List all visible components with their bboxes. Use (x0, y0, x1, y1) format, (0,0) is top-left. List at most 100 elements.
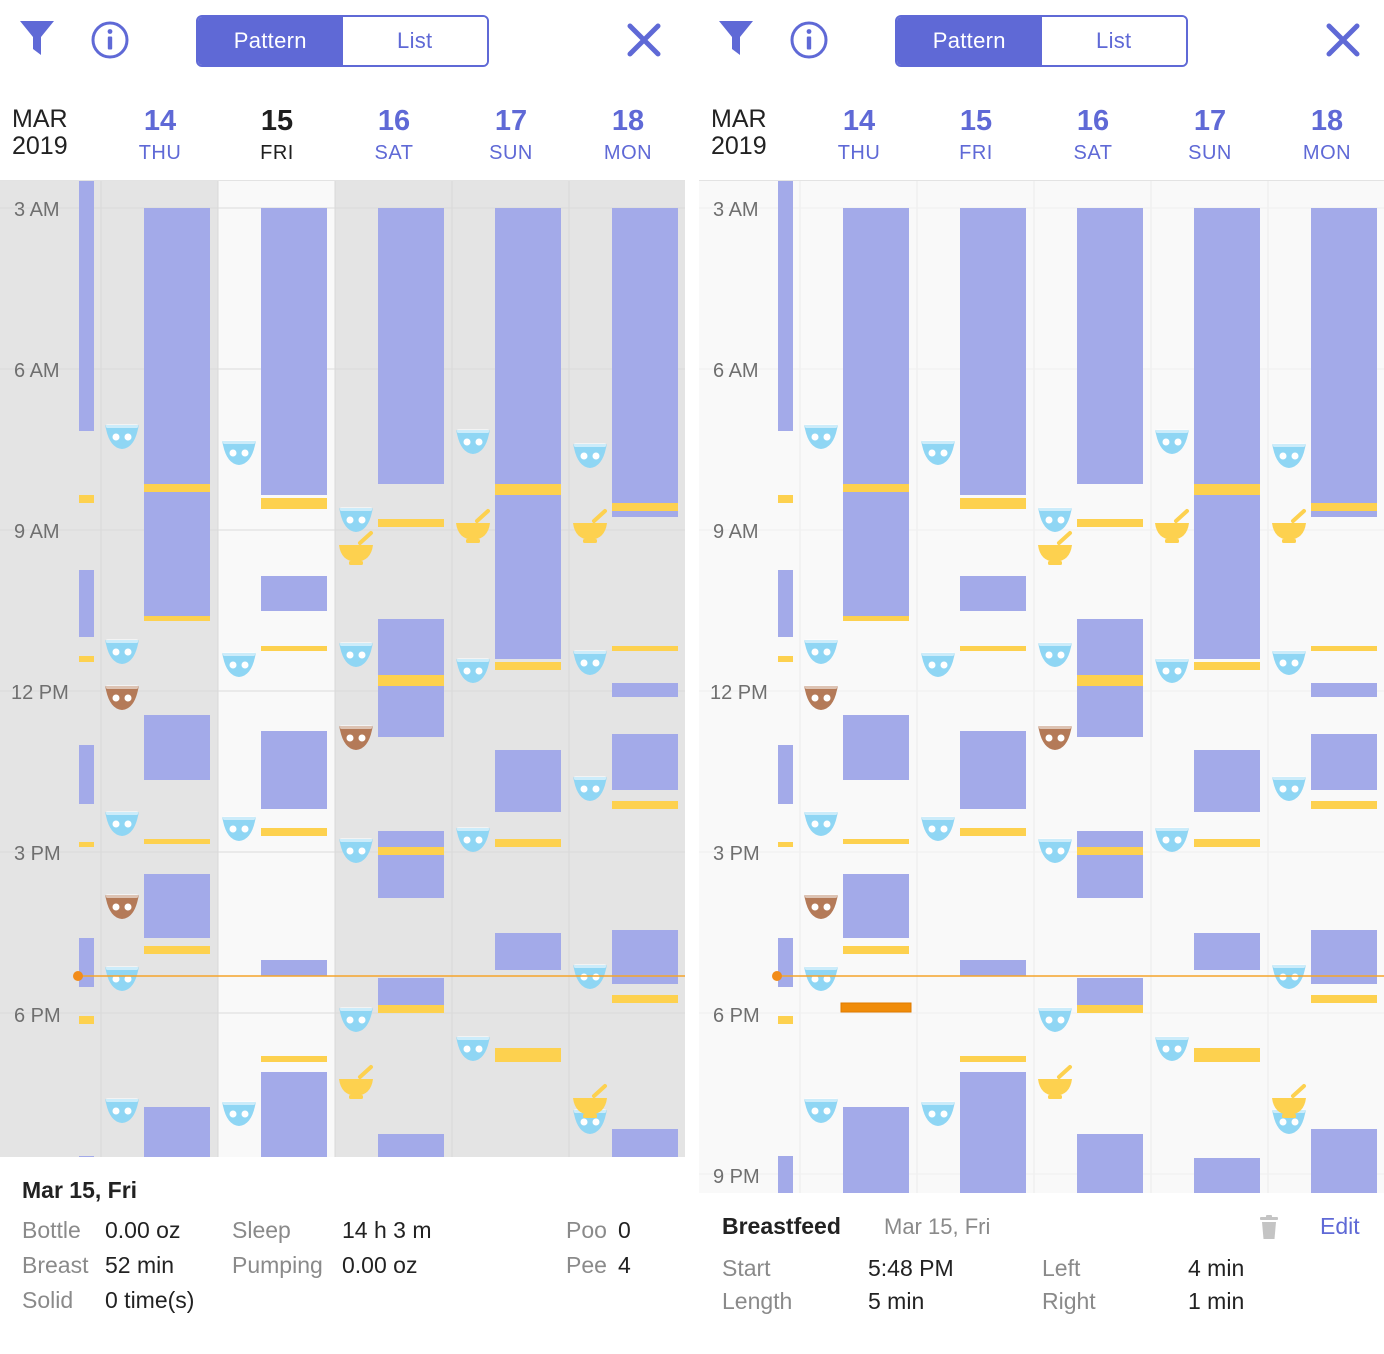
feed-bar (495, 1048, 561, 1062)
day-of-week: THU (837, 142, 881, 164)
solid-food-icon (1038, 1065, 1072, 1099)
tab-pattern[interactable]: Pattern (198, 17, 343, 65)
pee-diaper-icon (339, 838, 373, 863)
day-column-header-17[interactable]: 17 SUN (1152, 104, 1268, 165)
current-time-dot (73, 971, 83, 981)
info-icon[interactable] (90, 20, 130, 60)
filter-icon[interactable] (717, 18, 755, 58)
day-column-header-15[interactable]: 15 FRI (219, 104, 335, 165)
sleep-bar (843, 874, 909, 938)
hour-label: 6 PM (713, 1005, 760, 1027)
pee-diaper-icon (804, 639, 838, 664)
feed-bar (1311, 646, 1377, 651)
feed-bar (1077, 675, 1143, 686)
feed-bar (144, 484, 210, 492)
pumping-value: 0.00 oz (342, 1252, 418, 1278)
sleep-bar (612, 683, 678, 697)
day-column-header-14[interactable]: 14 THU (801, 104, 917, 165)
day-number: 17 (494, 105, 528, 137)
feed-bar (1194, 1048, 1260, 1062)
feed-bar (144, 616, 210, 621)
pee-diaper-icon (1155, 827, 1189, 852)
pee-diaper-icon (921, 1101, 955, 1126)
sleep-bar (778, 181, 793, 431)
feed-bar (960, 646, 1026, 651)
month-label: MAR (711, 105, 767, 133)
feed-bar (261, 1056, 327, 1062)
day-column-header-15[interactable]: 15 FRI (918, 104, 1034, 165)
breast-value: 52 min (105, 1252, 175, 1278)
solid-food-icon (339, 1065, 373, 1099)
sleep-bar (1194, 1158, 1260, 1194)
right-side-value: 1 min (1188, 1288, 1245, 1314)
feed-bar (1311, 995, 1377, 1003)
current-time-dot (772, 971, 782, 981)
day-column-header-18[interactable]: 18 MON (1269, 104, 1384, 165)
pee-diaper-icon (456, 1036, 490, 1061)
pattern-chart[interactable]: 3 AM 6 AM 9 AM 12 PM 3 PM 6 PM 9 PM (699, 180, 1384, 1194)
sleep-bar (1194, 933, 1260, 970)
day-of-week: MON (1302, 142, 1352, 164)
feed-bar (79, 656, 94, 662)
sleep-bar (79, 745, 94, 804)
pee-diaper-icon (456, 827, 490, 852)
day-of-week: SAT (374, 142, 414, 164)
info-icon[interactable] (789, 20, 829, 60)
feed-bar (1077, 1005, 1143, 1013)
selected-feed-bar (840, 1002, 912, 1013)
hour-label: 6 AM (14, 360, 60, 382)
day-number: 15 (959, 105, 993, 137)
month-year-label: MAR 2019 (12, 106, 68, 160)
feed-bar (778, 842, 793, 847)
sleep-bar (612, 208, 678, 517)
day-summary: Mar 15, Fri Bottle 0.00 oz Breast 52 min… (0, 1157, 685, 1354)
pee-diaper-icon (456, 429, 490, 454)
pee-diaper-icon (1272, 776, 1306, 801)
sleep-bar (1194, 208, 1260, 659)
feed-bar (843, 946, 909, 954)
pattern-view-detail: Pattern List MAR 2019 14 THU 15 FRI 16 SAT … (699, 0, 1384, 1354)
poo-diaper-icon (804, 894, 838, 919)
day-column-header-14[interactable]: 14 THU (102, 104, 218, 165)
feed-bar (1194, 839, 1260, 847)
pee-diaper-icon (573, 776, 607, 801)
day-column-header-17[interactable]: 17 SUN (453, 104, 569, 165)
event-date: Mar 15, Fri (884, 1214, 991, 1239)
feed-bar (1194, 484, 1260, 495)
month-label: MAR (12, 105, 68, 133)
filter-icon[interactable] (18, 18, 56, 58)
pee-diaper-icon (1038, 1007, 1072, 1032)
solid-label: Solid (22, 1287, 74, 1313)
tab-pattern[interactable]: Pattern (897, 17, 1042, 65)
length-value: 5 min (868, 1288, 925, 1314)
tab-list[interactable]: List (1041, 17, 1186, 65)
trash-icon[interactable] (1259, 1215, 1279, 1239)
sleep-bar (1311, 683, 1377, 697)
day-of-week: FRI (959, 142, 993, 164)
pattern-chart[interactable]: 3 AM 6 AM 9 AM 12 PM 3 PM 6 PM (0, 180, 685, 1158)
view-toggle: Pattern List (895, 15, 1188, 67)
day-column-header-16[interactable]: 16 SAT (336, 104, 452, 165)
tab-list[interactable]: List (342, 17, 487, 65)
pattern-chart-svg[interactable] (699, 181, 1384, 1194)
poo-label: Poo (566, 1217, 607, 1243)
day-of-week: THU (138, 142, 182, 164)
pee-value: 4 (618, 1252, 631, 1278)
hour-label: 6 AM (713, 360, 759, 382)
date-header: MAR 2019 14 THU 15 FRI 16 SAT 17 SUN 18 MON (0, 100, 685, 180)
day-column-header-16[interactable]: 16 SAT (1035, 104, 1151, 165)
close-icon[interactable] (626, 22, 662, 58)
feed-bar (79, 1016, 94, 1024)
poo-diaper-icon (804, 685, 838, 710)
sleep-bar (495, 750, 561, 812)
pee-diaper-icon (1272, 964, 1306, 989)
close-icon[interactable] (1325, 22, 1361, 58)
poo-diaper-icon (105, 685, 139, 710)
pee-diaper-icon (573, 443, 607, 468)
pattern-chart-svg[interactable] (0, 181, 685, 1158)
sleep-bar (1077, 831, 1143, 898)
sleep-bar (960, 1072, 1026, 1194)
edit-button[interactable]: Edit (1320, 1213, 1360, 1239)
day-column-header-18[interactable]: 18 MON (570, 104, 685, 165)
feed-bar (495, 839, 561, 847)
